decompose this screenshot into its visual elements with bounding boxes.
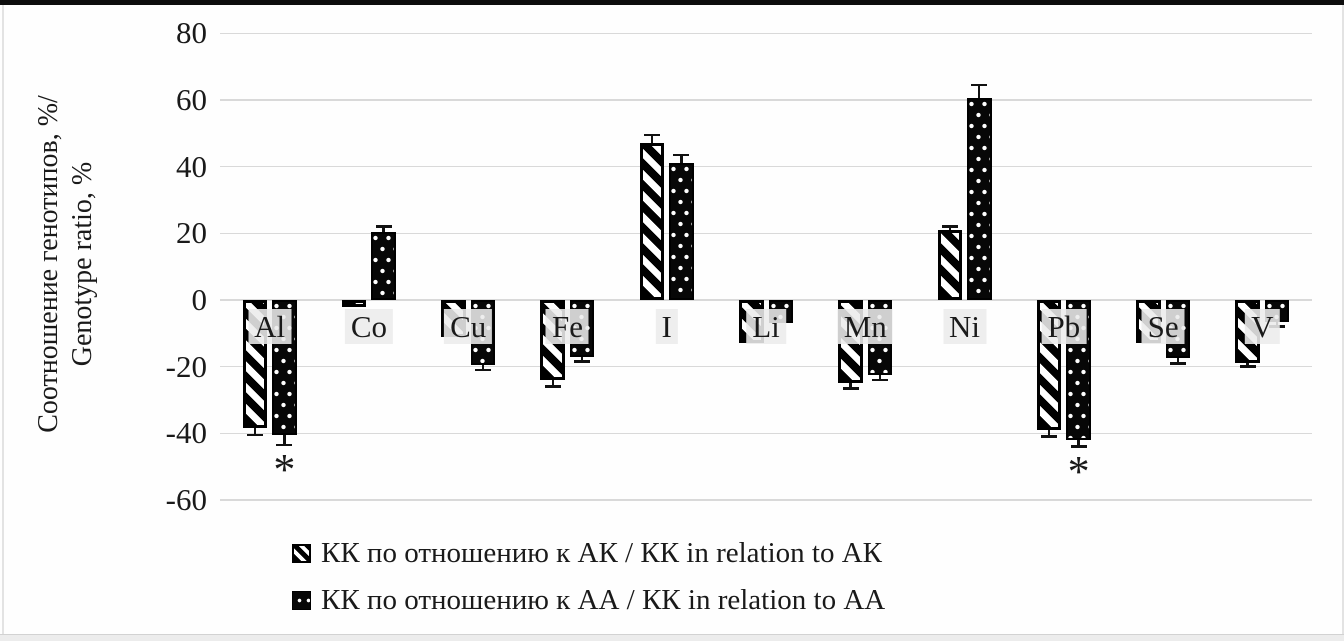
category-label-mn: Mn — [837, 309, 893, 344]
error-bar-cap — [1041, 435, 1058, 438]
error-bar-cap — [872, 378, 889, 382]
gridline-y--60 — [220, 499, 1312, 501]
bar-i-series2 — [669, 163, 694, 300]
error-bar-fe-series2 — [581, 356, 584, 362]
error-bar-cap — [474, 368, 491, 372]
error-bar-se-series2 — [1176, 358, 1180, 364]
category-label-al: Al — [248, 309, 292, 344]
hatched-series-swatch-icon — [292, 543, 311, 563]
gridline-y--20 — [220, 365, 1312, 368]
y-axis-tick-label: 60 — [176, 82, 207, 118]
error-bar-fe-series1 — [551, 379, 554, 387]
error-bar-cap — [544, 385, 561, 388]
significance-asterisk-al: * — [273, 444, 296, 494]
significance-asterisk-pb: * — [1067, 446, 1090, 496]
error-bar-cap — [673, 153, 690, 157]
y-axis-tick-label: 40 — [176, 148, 207, 184]
y-axis-title: Соотношение генотипов, %/ Genotype ratio… — [32, 95, 100, 433]
y-axis-tick-label: -60 — [165, 481, 207, 517]
y-axis-tick-label: 0 — [191, 282, 208, 317]
category-label-i: I — [655, 309, 678, 344]
category-label-ni: Ni — [943, 309, 987, 344]
gridline-y-60 — [220, 99, 1312, 101]
category-label-co: Co — [344, 309, 393, 344]
legend-label-kk-aa: КК по отношению к АА / КК in relation to… — [321, 584, 886, 616]
error-bar-al-series2 — [283, 434, 286, 445]
category-label-v: V — [1245, 309, 1280, 344]
error-bar-pb-series2 — [1077, 439, 1080, 447]
figure-top-border — [0, 0, 1344, 5]
y-axis-tick-label: 80 — [176, 15, 207, 51]
bar-co-series2 — [371, 231, 396, 300]
gridline-y-40 — [220, 165, 1312, 168]
dotted-series-swatch-icon — [292, 590, 311, 610]
category-label-se: Se — [1141, 309, 1185, 344]
error-bar-cap — [971, 83, 988, 87]
y-axis-title-line1: Соотношение генотипов, %/ — [32, 95, 64, 433]
legend-entry-kk-aa: КК по отношению к АА / КК in relation to… — [292, 580, 885, 620]
error-bar-cap — [643, 133, 660, 137]
gridline-y-0 — [220, 299, 1312, 301]
error-bar-cap — [1239, 365, 1256, 368]
error-bar-cap — [246, 433, 263, 437]
category-label-li: Li — [746, 309, 786, 344]
error-bar-cap — [574, 360, 591, 363]
error-bar-mn-series2 — [878, 374, 882, 380]
y-axis-title-line2: Genotype ratio, % — [67, 161, 98, 367]
bar-ni-series2 — [967, 98, 992, 300]
error-bar-mn-series1 — [849, 383, 852, 389]
gridline-y--40 — [220, 432, 1312, 435]
error-bar-cap — [941, 225, 958, 228]
bar-co-series1 — [341, 300, 367, 307]
error-bar-i-series1 — [650, 135, 654, 144]
error-bar-cap — [1169, 362, 1186, 365]
error-bar-cap — [276, 443, 293, 447]
gridline-y-20 — [220, 232, 1312, 235]
error-bar-ni-series2 — [978, 85, 981, 99]
legend-label-kk-ak: КК по отношению к АК / КК in relation to… — [321, 537, 883, 569]
category-label-cu: Cu — [444, 309, 493, 344]
y-axis-tick-label: -20 — [165, 348, 207, 384]
figure-bottom-border — [0, 634, 1344, 641]
y-axis-tick-label: 20 — [176, 215, 207, 251]
error-bar-pb-series1 — [1047, 429, 1051, 437]
category-label-pb: Pb — [1041, 309, 1087, 344]
legend-entry-kk-ak: КК по отношению к АК / КК in relation to… — [292, 533, 885, 573]
error-bar-cap — [842, 387, 859, 390]
error-bar-cap — [1070, 445, 1087, 448]
y-axis-tick-label: -40 — [165, 415, 207, 451]
error-bar-cu-series2 — [481, 364, 485, 370]
bar-i-series1 — [639, 143, 665, 300]
error-bar-co-series2 — [382, 226, 385, 232]
error-bar-i-series2 — [680, 155, 683, 164]
figure-right-border — [1342, 5, 1344, 636]
figure-left-border — [2, 5, 4, 636]
error-bar-v-series1 — [1246, 363, 1249, 367]
chart-legend: КК по отношению к АК / КК in relation to… — [292, 533, 885, 620]
error-bar-cap — [375, 225, 392, 228]
bar-ni-series1 — [937, 230, 963, 300]
category-label-fe: Fe — [545, 309, 589, 344]
gridline-y-80 — [220, 32, 1312, 35]
error-bar-al-series1 — [253, 428, 257, 435]
error-bar-ni-series1 — [948, 226, 951, 230]
